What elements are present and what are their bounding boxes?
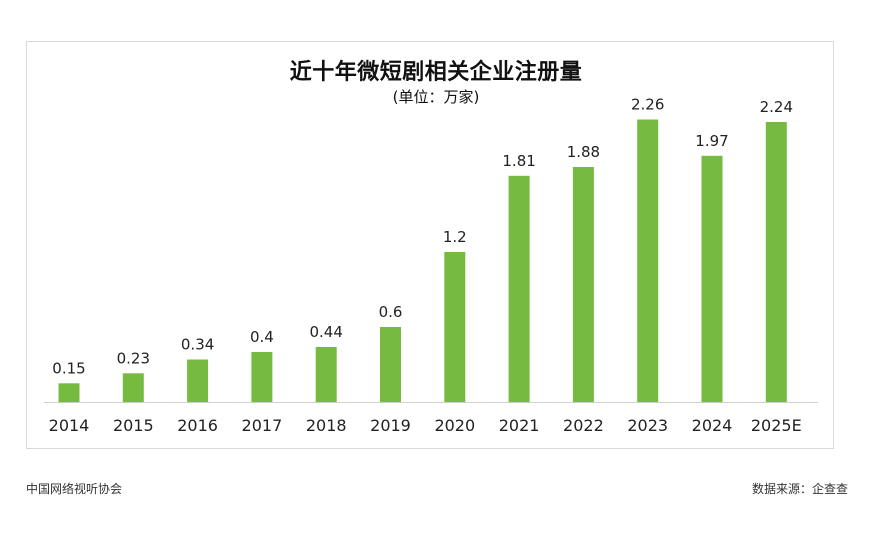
bar-2019: [380, 327, 401, 402]
data-label-2024: 1.97: [695, 132, 728, 150]
source-organization: 中国网络视听协会: [26, 482, 123, 496]
x-tick-label-2016: 2016: [177, 416, 218, 435]
chart-subtitle: (单位：万家): [392, 88, 480, 106]
x-tick-label-2019: 2019: [370, 416, 411, 435]
chart-frame: [26, 41, 834, 449]
x-tick-label-2018: 2018: [306, 416, 347, 435]
x-tick-label-2021: 2021: [499, 416, 540, 435]
data-label-2019: 0.6: [379, 303, 403, 321]
x-tick-label-2023: 2023: [627, 416, 668, 435]
x-tick-label-2024: 2024: [692, 416, 733, 435]
x-tick-label-2022: 2022: [563, 416, 604, 435]
data-label-2020: 1.2: [443, 228, 467, 246]
bar-2017: [251, 352, 273, 402]
x-tick-label-2017: 2017: [242, 416, 283, 435]
bar-2014: [58, 383, 80, 403]
bar-2023: [637, 119, 659, 402]
data-label-2025E: 2.24: [760, 98, 793, 116]
bar-2020: [444, 252, 466, 402]
x-tick-label-2015: 2015: [113, 416, 154, 435]
chart-title: 近十年微短剧相关企业注册量: [289, 60, 583, 85]
bar-2025E: [765, 122, 787, 402]
data-label-2023: 2.26: [631, 96, 664, 114]
data-label-2021: 1.81: [502, 152, 535, 170]
x-tick-label-2014: 2014: [49, 416, 90, 435]
bar-2015: [122, 373, 144, 403]
data-label-2016: 0.34: [181, 336, 214, 354]
bar-2021: [508, 175, 530, 403]
data-label-2014: 0.15: [52, 359, 85, 377]
bar-2016: [187, 359, 209, 402]
data-label-2022: 1.88: [567, 143, 600, 161]
bar-2018: [315, 347, 337, 402]
data-source-note: 数据来源：企查查: [751, 482, 848, 496]
x-tick-label-2020: 2020: [434, 416, 475, 435]
data-label-2015: 0.23: [117, 349, 150, 367]
data-label-2017: 0.4: [250, 328, 274, 346]
data-label-2018: 0.44: [309, 323, 342, 341]
x-tick-label-2025E: 2025E: [751, 416, 802, 435]
bar-2022: [572, 167, 594, 402]
bar-2024: [701, 155, 723, 403]
